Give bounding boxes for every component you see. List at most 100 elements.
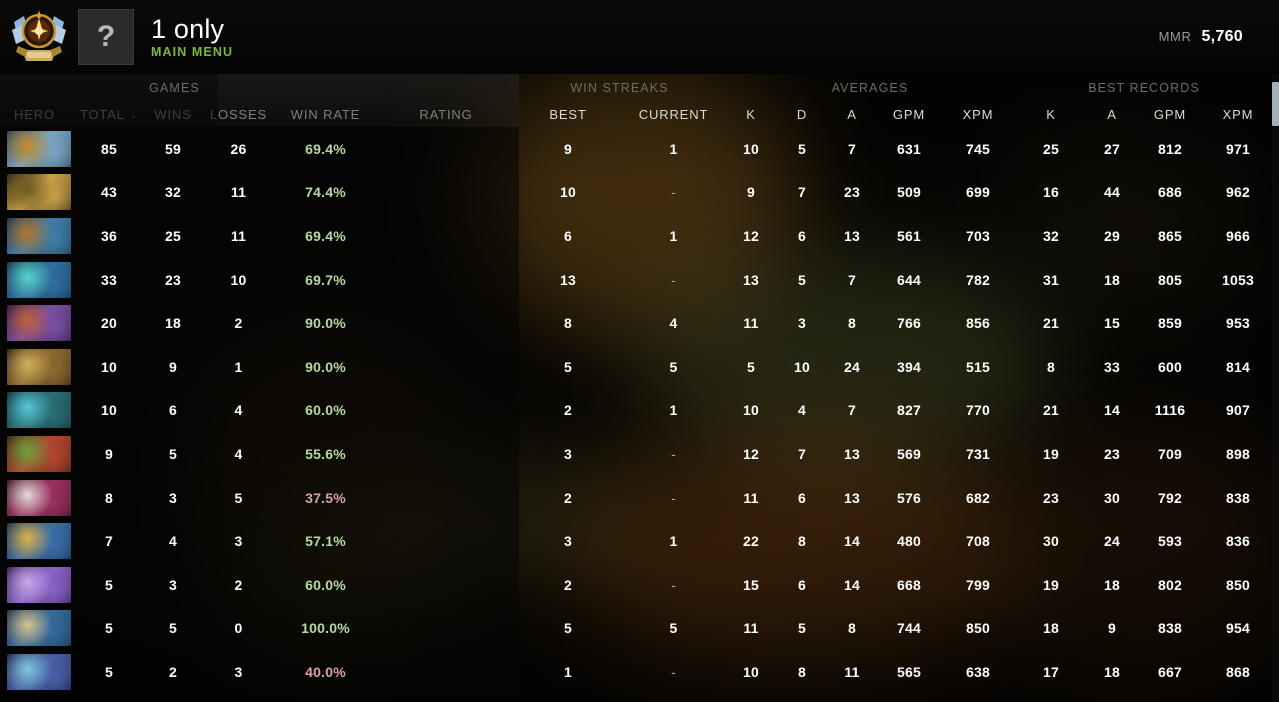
- cell-best-xpm: 953: [1226, 315, 1250, 332]
- table-row[interactable]: 85 59 26 69.4% 9 1 10 5 7 631 745 25 27 812 971: [0, 127, 1279, 171]
- column-header-losses[interactable]: LOSSES: [209, 107, 268, 122]
- main-menu-link[interactable]: MAIN MENU: [151, 45, 234, 60]
- cell-best-xpm: 898: [1226, 445, 1250, 462]
- column-header-hero[interactable]: HERO: [14, 107, 55, 122]
- table-row[interactable]: 20 18 2 90.0% 8 4 11 3 8 766 856 21 15 859 953: [0, 301, 1279, 345]
- cell-best-a: 23: [1104, 445, 1120, 462]
- group-label-games: GAMES: [149, 81, 200, 95]
- hero-portrait-3[interactable]: [7, 217, 71, 254]
- cell-total: 43: [101, 184, 117, 201]
- table-row[interactable]: 8 3 5 37.5% 2 - 11 6 13 576 682 23 30 792 838: [0, 476, 1279, 520]
- column-header-avg-gpm[interactable]: GPM: [892, 107, 926, 122]
- table-row[interactable]: 5 2 3 40.0% 1 - 10 8 11 565 638 17 18 667 868: [0, 650, 1279, 694]
- cell-losses: 2: [234, 315, 243, 332]
- table-row[interactable]: 43 32 11 74.4% 10 - 9 7 23 509 699 16 44 686 962: [0, 171, 1279, 215]
- column-header-rating[interactable]: RATING: [419, 107, 473, 122]
- cell-avg-k: 22: [743, 533, 759, 550]
- hero-portrait-10[interactable]: [7, 523, 71, 560]
- table-row[interactable]: 5 5 0 100.0% 5 5 11 5 8 744 850 18 9 838 954: [0, 607, 1279, 651]
- cell-win-rate: 100.0%: [301, 620, 350, 637]
- cell-avg-d: 8: [798, 663, 806, 680]
- column-header-avg-k[interactable]: K: [746, 107, 756, 122]
- cell-wins: 9: [169, 358, 177, 375]
- cell-best-a: 18: [1104, 271, 1120, 288]
- column-header-avg-a[interactable]: A: [847, 107, 857, 122]
- hero-portrait-cell[interactable]: [0, 348, 76, 385]
- column-header-best-gpm[interactable]: GPM: [1153, 107, 1187, 122]
- avatar[interactable]: ?: [78, 9, 134, 65]
- cell-streak-best: 13: [560, 271, 576, 288]
- column-header-best-k[interactable]: K: [1046, 107, 1056, 122]
- hero-portrait-1[interactable]: [7, 130, 71, 167]
- cell-best-xpm: 907: [1226, 402, 1250, 419]
- group-header-row: GAMES WIN STREAKS AVERAGES BEST RECORDS: [0, 74, 1279, 102]
- cell-streak-best: 8: [564, 315, 572, 332]
- hero-portrait-cell[interactable]: [0, 435, 76, 472]
- cell-avg-gpm: 509: [897, 184, 921, 201]
- hero-portrait-cell[interactable]: [0, 130, 76, 167]
- cell-best-a: 44: [1104, 184, 1120, 201]
- cell-total: 36: [101, 227, 117, 244]
- cell-avg-xpm: 770: [966, 402, 990, 419]
- column-header-win-rate[interactable]: WIN RATE: [290, 107, 361, 122]
- hero-portrait-cell[interactable]: [0, 653, 76, 690]
- hero-portrait-cell[interactable]: [0, 610, 76, 647]
- hero-portrait-cell[interactable]: [0, 566, 76, 603]
- cell-total: 5: [105, 576, 113, 593]
- cell-losses: 0: [234, 620, 243, 637]
- cell-avg-a: 11: [844, 663, 860, 680]
- hero-portrait-5[interactable]: [7, 305, 71, 342]
- column-header-best-a[interactable]: A: [1107, 107, 1117, 122]
- hero-portrait-cell[interactable]: [0, 261, 76, 298]
- hero-portrait-11[interactable]: [7, 566, 71, 603]
- cell-best-a: 15: [1104, 315, 1120, 332]
- cell-avg-d: 5: [798, 140, 806, 157]
- table-row[interactable]: 5 3 2 60.0% 2 - 15 6 14 668 799 19 18 802 850: [0, 563, 1279, 607]
- table-row[interactable]: 10 6 4 60.0% 2 1 10 4 7 827 770 21 14 1116 907: [0, 389, 1279, 433]
- column-header-total[interactable]: TOTAL ⌄: [76, 107, 142, 122]
- cell-avg-d: 5: [798, 271, 806, 288]
- cell-streak-current: 1: [669, 227, 678, 244]
- hero-portrait-13[interactable]: [7, 653, 71, 690]
- cell-total: 8: [105, 489, 113, 506]
- hero-portrait-cell[interactable]: [0, 174, 76, 211]
- vertical-scrollbar[interactable]: [1272, 74, 1279, 702]
- hero-portrait-2[interactable]: [7, 174, 71, 211]
- hero-portrait-6[interactable]: [7, 348, 71, 385]
- hero-portrait-cell[interactable]: [0, 523, 76, 560]
- cell-best-k: 21: [1043, 315, 1059, 332]
- hero-portrait-7[interactable]: [7, 392, 71, 429]
- cell-wins: 59: [165, 140, 181, 157]
- cell-best-k: 19: [1043, 576, 1059, 593]
- hero-portrait-4[interactable]: [7, 261, 71, 298]
- column-header-best-xpm[interactable]: XPM: [1222, 107, 1254, 122]
- hero-portrait-8[interactable]: [7, 435, 71, 472]
- cell-losses: 1: [234, 358, 243, 375]
- cell-avg-a: 7: [848, 271, 856, 288]
- column-header-wins[interactable]: WINS: [154, 107, 192, 122]
- hero-portrait-cell[interactable]: [0, 305, 76, 342]
- cell-wins: 5: [169, 445, 177, 462]
- scrollbar-thumb[interactable]: [1272, 82, 1279, 126]
- cell-avg-a: 14: [844, 576, 860, 593]
- hero-portrait-cell[interactable]: [0, 479, 76, 516]
- cell-avg-k: 10: [743, 402, 759, 419]
- column-header-streak-current[interactable]: CURRENT: [638, 107, 709, 122]
- table-row[interactable]: 33 23 10 69.7% 13 - 13 5 7 644 782 31 18 805 1053: [0, 258, 1279, 302]
- column-header-streak-best[interactable]: BEST: [549, 107, 587, 122]
- table-row[interactable]: 36 25 11 69.4% 6 1 12 6 13 561 703 32 29 865 966: [0, 214, 1279, 258]
- cell-best-gpm: 667: [1158, 663, 1182, 680]
- cell-streak-current: -: [671, 576, 676, 593]
- hero-portrait-cell[interactable]: [0, 392, 76, 429]
- table-row[interactable]: 7 4 3 57.1% 3 1 22 8 14 480 708 30 24 593 836: [0, 519, 1279, 563]
- table-row[interactable]: 10 9 1 90.0% 5 5 5 10 24 394 515 8 33 600 814: [0, 345, 1279, 389]
- table-row[interactable]: 9 5 4 55.6% 3 - 12 7 13 569 731 19 23 709 898: [0, 432, 1279, 476]
- cell-streak-current: 4: [669, 315, 678, 332]
- hero-portrait-cell[interactable]: [0, 217, 76, 254]
- hero-portrait-12[interactable]: [7, 610, 71, 647]
- cell-streak-best: 5: [564, 358, 572, 375]
- cell-best-xpm: 1053: [1222, 271, 1254, 288]
- column-header-avg-xpm[interactable]: XPM: [962, 107, 994, 122]
- hero-portrait-9[interactable]: [7, 479, 71, 516]
- column-header-avg-d[interactable]: D: [796, 107, 808, 122]
